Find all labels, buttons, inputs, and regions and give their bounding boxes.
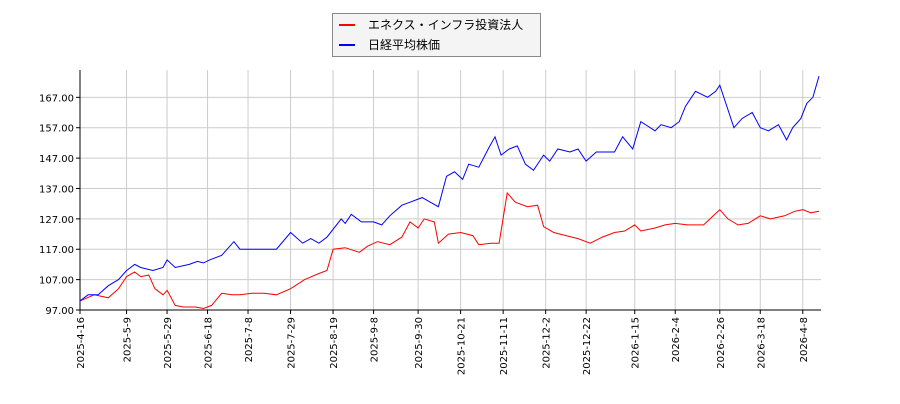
y-tick-label: 157.00 [39, 124, 74, 135]
x-tick-label: 2025-7-29 [287, 317, 298, 369]
x-tick-label: 2025-12-22 [582, 317, 593, 375]
x-tick-label: 2026-4-8 [799, 317, 810, 362]
x-tick-label: 2025-5-9 [123, 317, 134, 362]
legend-item: 日経平均株価 [333, 35, 540, 54]
y-tick-label: 137.00 [39, 184, 74, 195]
legend-label: 日経平均株価 [368, 38, 441, 52]
x-tick-label: 2026-3-18 [756, 317, 767, 369]
x-tick-label: 2025-9-30 [414, 317, 425, 369]
y-tick-label: 127.00 [39, 215, 74, 226]
legend: エネクス・インフラ投資法人 日経平均株価 [332, 13, 541, 57]
y-tick-label: 97.00 [45, 306, 74, 317]
y-tick-label: 147.00 [39, 154, 74, 165]
legend-item: エネクス・インフラ投資法人 [333, 15, 540, 34]
x-tick-label: 2025-7-8 [244, 317, 255, 362]
x-tick-label: 2025-10-21 [457, 317, 468, 375]
legend-swatch-blue [339, 43, 355, 46]
x-tick-label: 2025-11-11 [499, 317, 510, 375]
y-tick-label: 107.00 [39, 276, 74, 287]
x-tick-label: 2025-6-18 [204, 317, 215, 369]
series-line-1 [79, 75, 820, 302]
y-tick-label: 117.00 [39, 245, 74, 256]
x-tick-label: 2025-4-16 [76, 317, 87, 369]
x-tick-label: 2025-8-19 [329, 317, 340, 369]
x-tick-label: 2026-1-15 [631, 317, 642, 369]
legend-swatch-red [339, 23, 355, 26]
x-tick-label: 2025-12-2 [542, 317, 553, 369]
legend-label: エネクス・インフラ投資法人 [368, 18, 524, 32]
x-tick-label: 2025-9-8 [370, 317, 381, 362]
x-tick-label: 2025-5-29 [163, 317, 174, 369]
x-tick-label: 2026-2-26 [716, 317, 727, 369]
y-tick-label: 167.00 [39, 93, 74, 104]
x-tick-label: 2026-2-4 [671, 317, 682, 362]
series-line-0 [79, 191, 820, 310]
